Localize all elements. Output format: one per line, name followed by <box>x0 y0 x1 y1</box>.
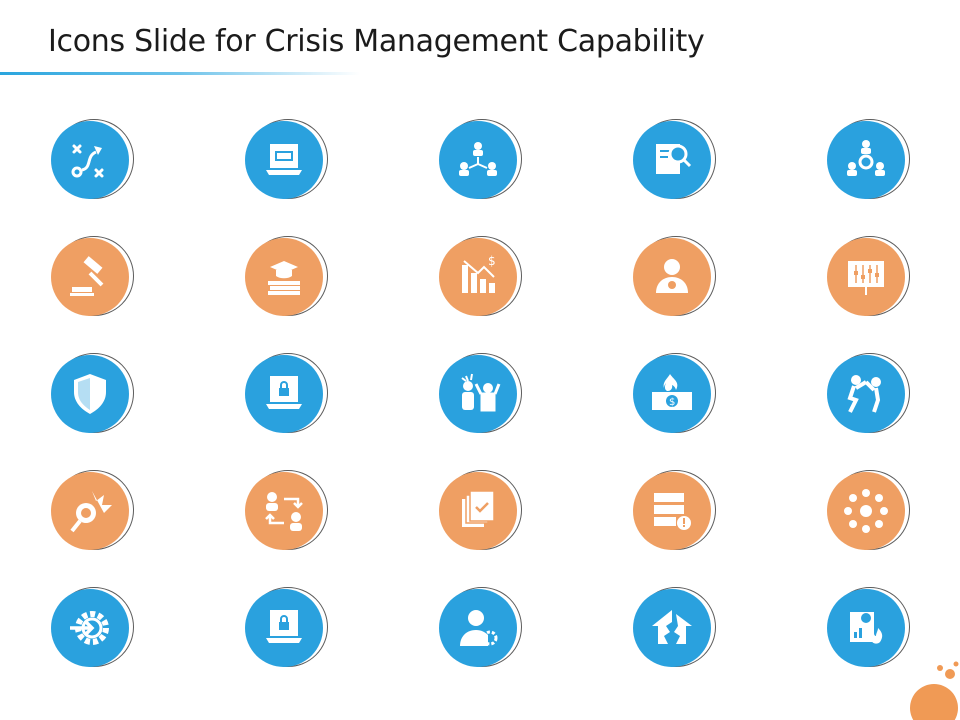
title-underline <box>0 72 360 75</box>
icon-tile: $ <box>439 236 523 320</box>
icon-tile <box>245 236 329 320</box>
team-gear-icon <box>827 121 905 199</box>
icon-tile <box>51 470 135 554</box>
icon-tile <box>439 119 523 203</box>
icon-tile <box>245 119 329 203</box>
strategy-plan-icon <box>51 121 129 199</box>
user-alert-icon <box>633 238 711 316</box>
laptop-document-icon <box>245 121 323 199</box>
icon-tile <box>51 353 135 437</box>
icon-tile <box>439 353 523 437</box>
people-panic-icon <box>439 355 517 433</box>
burning-money-icon: $ <box>633 355 711 433</box>
icon-tile <box>633 587 717 671</box>
icon-tile <box>827 587 911 671</box>
financial-fire-report-icon <box>827 589 905 667</box>
laptop-secure-file-icon <box>245 589 323 667</box>
person-exchange-icon <box>245 472 323 550</box>
warning-light-icon <box>51 472 129 550</box>
team-circle-icon <box>827 472 905 550</box>
icon-tile <box>633 119 717 203</box>
icon-tile <box>51 587 135 671</box>
icon-tile <box>245 470 329 554</box>
team-hierarchy-icon <box>439 121 517 199</box>
declining-revenue-chart-icon: $ <box>439 238 517 316</box>
slide-title: Icons Slide for Crisis Management Capabi… <box>48 24 705 59</box>
financial-audit-search-icon <box>633 121 711 199</box>
icon-tile <box>827 353 911 437</box>
graduation-books-icon <box>245 238 323 316</box>
manager-settings-icon <box>439 589 517 667</box>
icon-tile <box>827 236 911 320</box>
icon-tile <box>439 470 523 554</box>
approved-documents-icon <box>439 472 517 550</box>
icon-tile <box>633 236 717 320</box>
people-conflict-icon <box>827 355 905 433</box>
corner-decoration <box>910 661 959 720</box>
presentation-board-icon <box>827 238 905 316</box>
icon-tile <box>827 470 911 554</box>
icon-tile: $ <box>633 353 717 437</box>
gavel-icon <box>51 238 129 316</box>
svg-text:$: $ <box>669 397 675 408</box>
shield-icon <box>51 355 129 433</box>
icon-tile <box>51 236 135 320</box>
gear-input-icon <box>51 589 129 667</box>
icon-tile <box>633 470 717 554</box>
broken-house-icon <box>633 589 711 667</box>
icon-tile <box>245 353 329 437</box>
icon-tile <box>439 587 523 671</box>
server-alert-icon <box>633 472 711 550</box>
icon-tile <box>827 119 911 203</box>
svg-text:$: $ <box>488 254 496 268</box>
laptop-lock-icon <box>245 355 323 433</box>
icon-tile <box>245 587 329 671</box>
icon-tile <box>51 119 135 203</box>
